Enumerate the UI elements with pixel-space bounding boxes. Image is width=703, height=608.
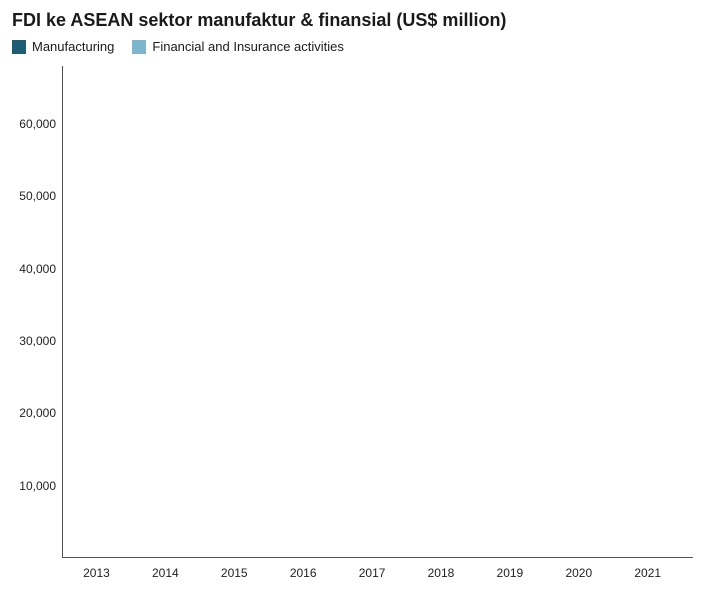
y-axis-tick-label: 20,000 [19, 406, 56, 420]
x-axis-tick-label: 2020 [544, 560, 613, 580]
x-axis-tick-label: 2018 [407, 560, 476, 580]
x-axis-tick-label: 2015 [200, 560, 269, 580]
x-axis-tick-label: 2021 [613, 560, 682, 580]
x-axis-tick-label: 2016 [269, 560, 338, 580]
x-axis-tick-label: 2017 [338, 560, 407, 580]
plot [62, 66, 693, 558]
chart-container: FDI ke ASEAN sektor manufaktur & finansi… [0, 0, 703, 608]
y-axis-labels: 10,000 20,000 30,000 40,000 50,000 60,000 [10, 66, 62, 558]
legend-swatch-manufacturing [12, 40, 26, 54]
chart-plot-area: 10,000 20,000 30,000 40,000 50,000 60,000 [10, 66, 699, 558]
y-axis-tick-label: 30,000 [19, 334, 56, 348]
x-axis-tick-label: 2019 [475, 560, 544, 580]
x-axis-tick-label: 2022 [682, 560, 703, 580]
y-axis-tick-label: 40,000 [19, 262, 56, 276]
legend: Manufacturing Financial and Insurance ac… [12, 39, 699, 54]
x-axis-tick-label: 2013 [62, 560, 131, 580]
x-axis-tick-label: 2014 [131, 560, 200, 580]
y-axis-tick-label: 60,000 [19, 117, 56, 131]
legend-label-financial: Financial and Insurance activities [152, 39, 344, 54]
y-axis-tick-label: 10,000 [19, 479, 56, 493]
legend-item-manufacturing: Manufacturing [12, 39, 114, 54]
legend-item-financial: Financial and Insurance activities [132, 39, 344, 54]
legend-label-manufacturing: Manufacturing [32, 39, 114, 54]
chart-title: FDI ke ASEAN sektor manufaktur & finansi… [12, 10, 699, 31]
x-axis-labels: 2013201420152016201720182019202020212022 [62, 560, 703, 580]
legend-swatch-financial [132, 40, 146, 54]
y-axis-tick-label: 50,000 [19, 189, 56, 203]
bars [63, 66, 693, 557]
